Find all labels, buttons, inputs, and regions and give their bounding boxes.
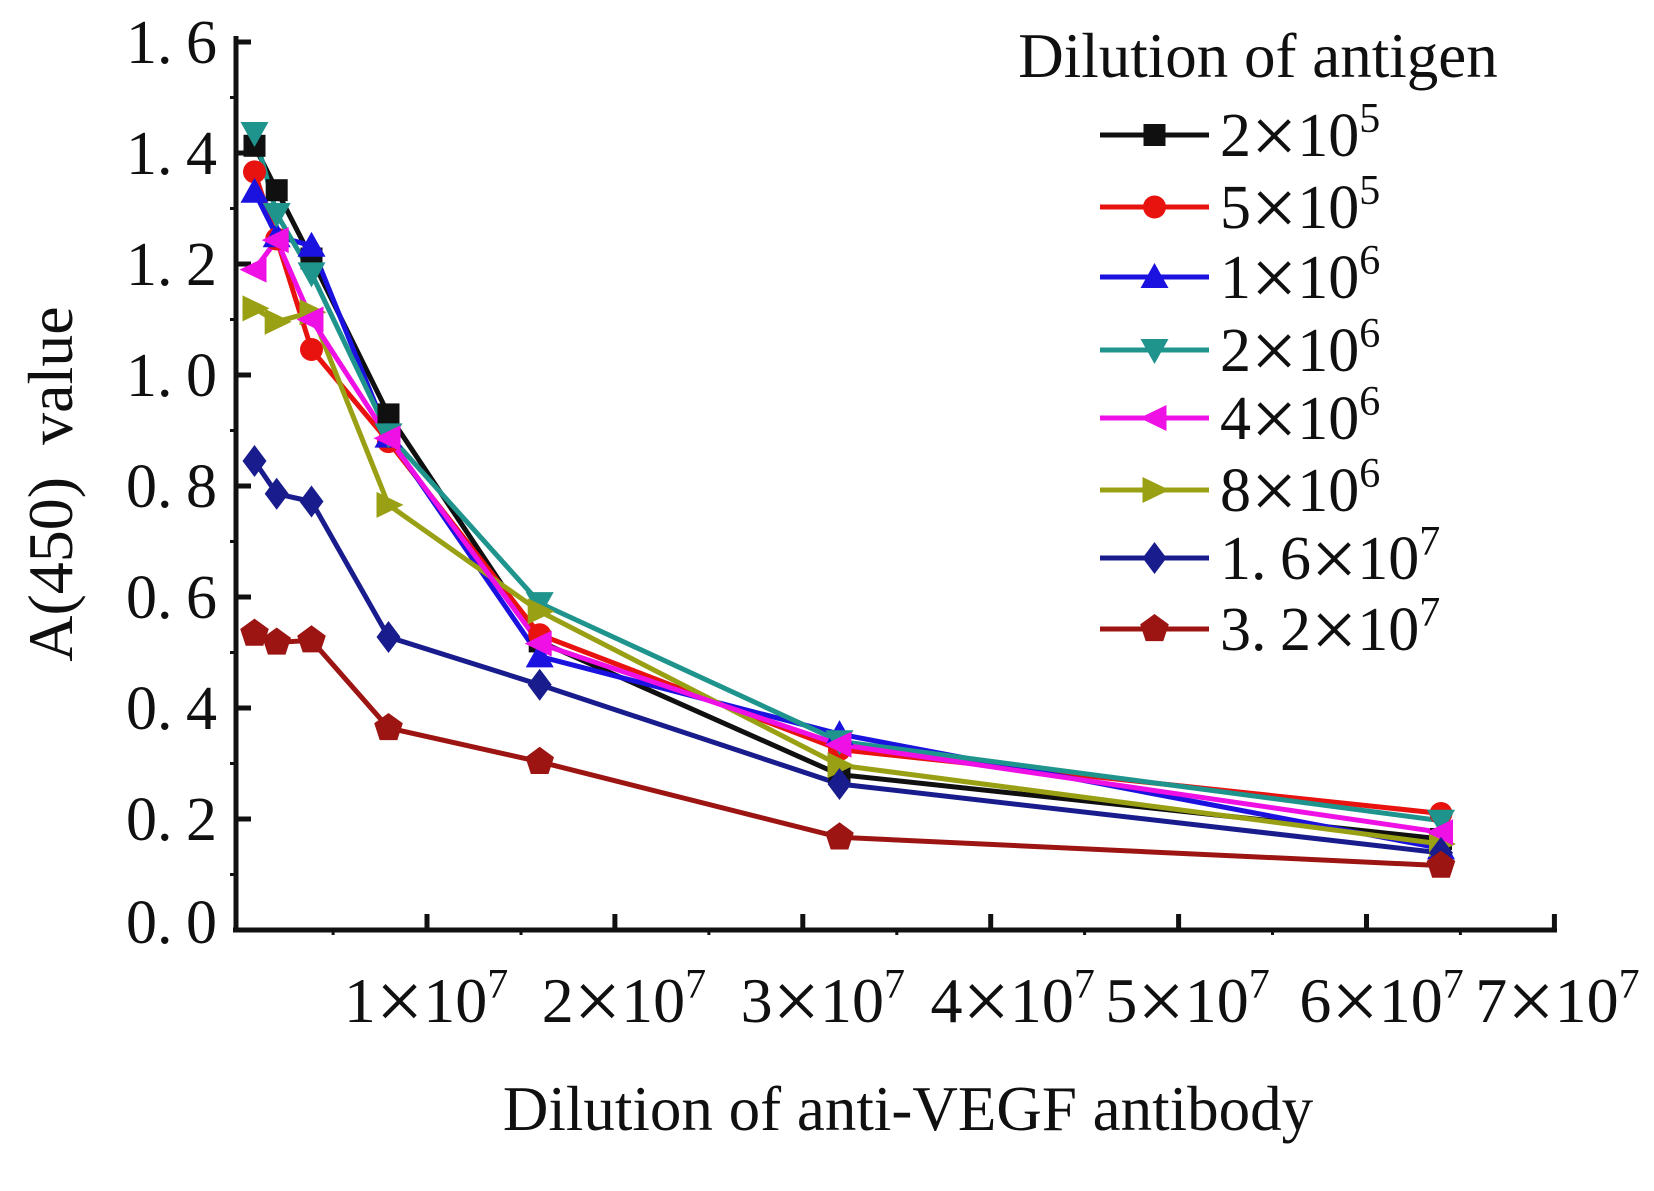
svg-text:0. 4: 0. 4 <box>126 675 217 743</box>
svg-text:7×107: 7×107 <box>1475 955 1639 1048</box>
svg-text:1. 0: 1. 0 <box>126 342 217 410</box>
svg-text:Dilution of antigen: Dilution of antigen <box>1018 21 1497 91</box>
svg-text:Dilution of anti-VEGF antibody: Dilution of anti-VEGF antibody <box>503 1074 1314 1144</box>
svg-text:1×106: 1×106 <box>1220 232 1380 323</box>
svg-text:1. 4: 1. 4 <box>126 120 217 188</box>
svg-text:0. 0: 0. 0 <box>126 889 217 957</box>
svg-text:0. 6: 0. 6 <box>126 564 217 632</box>
svg-text:4×107: 4×107 <box>931 955 1095 1048</box>
svg-text:0. 2: 0. 2 <box>126 786 217 854</box>
svg-text:3×107: 3×107 <box>741 955 905 1048</box>
svg-text:2×105: 2×105 <box>1220 90 1380 181</box>
svg-text:5×105: 5×105 <box>1220 162 1380 253</box>
svg-text:4×106: 4×106 <box>1220 373 1380 464</box>
svg-text:1. 2: 1. 2 <box>126 231 217 299</box>
svg-text:2×106: 2×106 <box>1220 305 1380 396</box>
svg-text:1. 6: 1. 6 <box>126 9 217 77</box>
svg-text:A(450) value: A(450) value <box>15 306 86 661</box>
svg-text:5×107: 5×107 <box>1105 955 1269 1048</box>
svg-text:1×107: 1×107 <box>344 955 508 1048</box>
svg-text:2×107: 2×107 <box>542 955 706 1048</box>
svg-text:8×106: 8×106 <box>1220 445 1380 536</box>
svg-text:1. 6×107: 1. 6×107 <box>1220 513 1440 604</box>
svg-text:0. 8: 0. 8 <box>126 453 217 521</box>
svg-text:6×107: 6×107 <box>1299 955 1463 1048</box>
svg-text:3. 2×107: 3. 2×107 <box>1220 584 1440 675</box>
